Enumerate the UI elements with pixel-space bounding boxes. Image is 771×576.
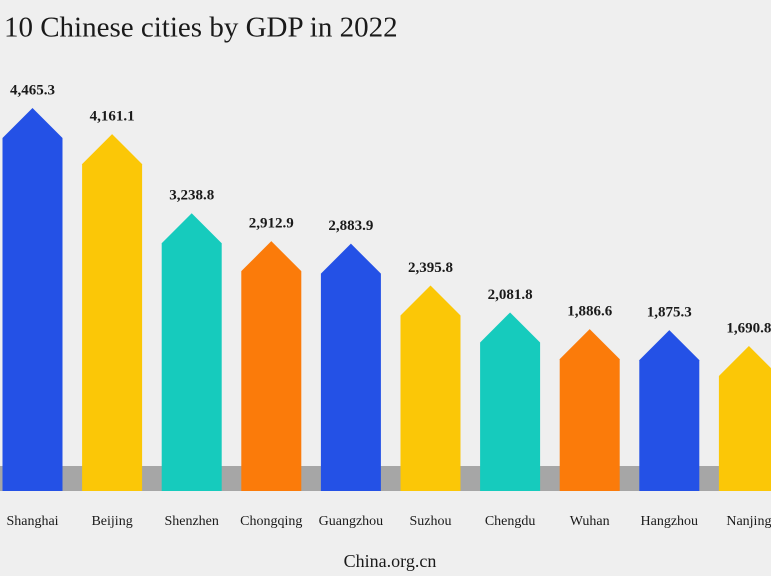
value-label: 2,883.9	[328, 218, 373, 234]
x-tick-label: Chongqing	[240, 514, 302, 529]
bar	[241, 241, 302, 491]
value-label: 4,161.1	[90, 109, 135, 125]
bar	[161, 213, 222, 491]
x-tick-label: Shanghai	[6, 514, 58, 529]
bar	[639, 330, 700, 491]
bar	[480, 312, 541, 491]
value-label: 1,886.6	[567, 304, 613, 320]
bar	[559, 329, 620, 491]
x-tick-label: Beijing	[91, 514, 132, 529]
value-label: 1,690.8	[726, 320, 771, 336]
value-label: 2,395.8	[408, 260, 453, 276]
value-label: 2,081.8	[488, 287, 533, 303]
value-label: 4,465.3	[10, 82, 55, 98]
bar	[82, 134, 143, 492]
x-tick-label: Shenzhen	[164, 514, 218, 529]
value-label: 3,238.8	[169, 188, 214, 204]
source: China.org.cn	[344, 551, 437, 571]
bar	[320, 243, 381, 491]
chart-title: Top 10 Chinese cities by GDP in 2022	[0, 12, 398, 44]
value-label: 2,912.9	[249, 216, 294, 232]
x-tick-label: Wuhan	[570, 514, 610, 529]
x-tick-label: Chengdu	[485, 514, 536, 529]
x-tick-label: Guangzhou	[319, 514, 384, 529]
x-tick-label: Suzhou	[410, 514, 452, 529]
value-label: 1,875.3	[647, 305, 692, 321]
bar	[2, 108, 63, 491]
bar	[400, 285, 461, 491]
x-tick-label: Nanjing	[726, 514, 771, 529]
bar	[718, 345, 771, 491]
x-tick-label: Hangzhou	[641, 514, 699, 529]
